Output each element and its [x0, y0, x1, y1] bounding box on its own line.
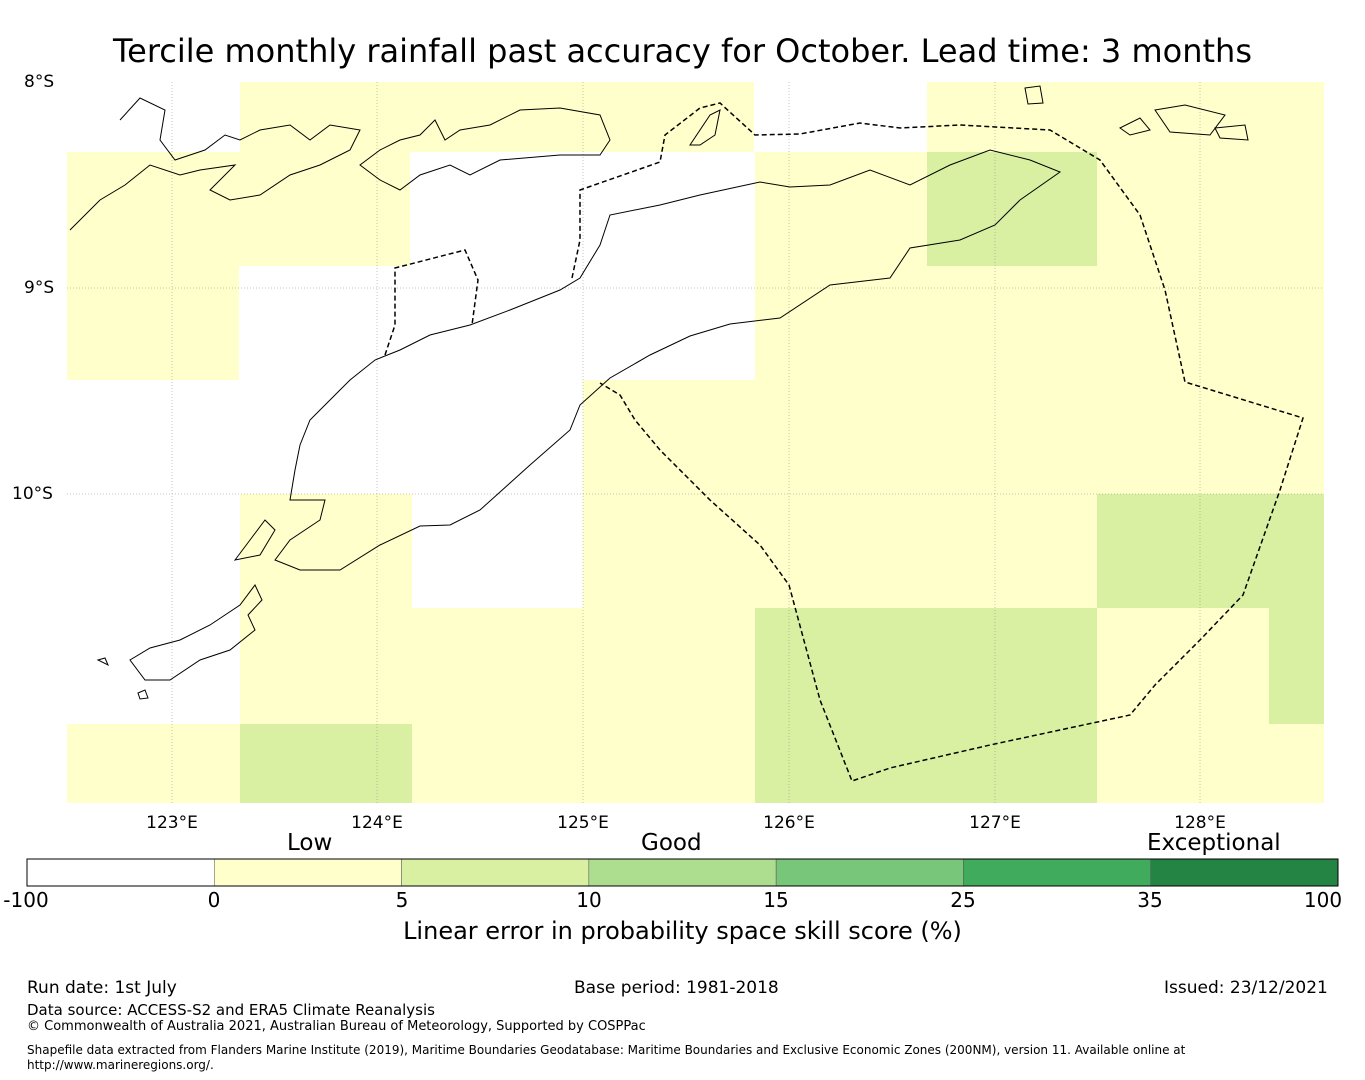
shapefile-credit-line2: http://www.marineregions.org/.: [27, 1058, 214, 1072]
lat-label-8s: 8°S: [24, 72, 55, 92]
colorbar-tick: 5: [395, 888, 409, 912]
colorbar-segment-exceptional-low: [963, 858, 1151, 887]
skill-cell-low: [240, 494, 412, 608]
skill-cell-good-low: [1269, 608, 1324, 724]
skill-cell-low: [1097, 608, 1269, 724]
category-label-good: Good: [641, 830, 702, 856]
skill-cell-low: [755, 152, 927, 266]
category-label-low: Low: [287, 830, 333, 856]
colorbar-tick: -100: [3, 888, 49, 912]
chart-title: Tercile monthly rainfall past accuracy f…: [113, 32, 1252, 70]
colorbar-tick: 35: [1137, 888, 1163, 912]
colorbar-segment-no-skill: [26, 858, 215, 887]
skill-cell-good-low: [240, 724, 412, 803]
data-source: Data source: ACCESS-S2 and ERA5 Climate …: [27, 1001, 435, 1019]
skill-cell-low: [67, 724, 240, 803]
skill-cell-low: [240, 608, 583, 724]
base-period: Base period: 1981-2018: [574, 978, 779, 998]
lon-label-124e: 124°E: [351, 813, 403, 833]
run-date: Run date: 1st July: [27, 978, 177, 998]
skill-cell-low: [240, 82, 754, 152]
shapefile-credit-line1: Shapefile data extracted from Flanders M…: [27, 1043, 1186, 1057]
skill-cell-low: [583, 608, 755, 803]
skill-cell-low: [583, 380, 1097, 494]
colorbar-outline: [26, 858, 1339, 887]
skill-cell-low: [583, 494, 1097, 608]
lon-label-127e: 127°E: [969, 813, 1021, 833]
skill-cell-low: [67, 152, 410, 266]
skill-cell-low: [927, 82, 1097, 152]
skill-cell-good-low: [1097, 494, 1324, 608]
skill-cell-low: [67, 266, 239, 380]
skill-grid: [67, 82, 1324, 803]
colorbar-segment-good-low: [401, 858, 590, 887]
skill-cell-low: [755, 266, 1097, 380]
colorbar: [26, 858, 1339, 887]
lon-label-126e: 126°E: [763, 813, 815, 833]
colorbar-tick: 10: [576, 888, 602, 912]
skill-cell-good-low: [755, 608, 1097, 803]
colorbar-segment-exceptional: [1150, 858, 1339, 887]
lon-label-125e: 125°E: [557, 813, 609, 833]
lat-label-10s: 10°S: [12, 484, 53, 504]
issued-date: Issued: 23/12/2021: [1164, 978, 1328, 998]
category-label-exceptional: Exceptional: [1147, 830, 1281, 856]
colorbar-segment-good: [588, 858, 777, 887]
colorbar-tick: 100: [1303, 888, 1343, 912]
shapefile-credit: Shapefile data extracted from Flanders M…: [27, 1043, 1227, 1073]
lon-label-123e: 123°E: [146, 813, 198, 833]
skill-map: [67, 82, 1324, 803]
lat-label-9s: 9°S: [24, 278, 55, 298]
skill-cell-low: [1097, 724, 1324, 803]
colorbar-title: Linear error in probability space skill …: [403, 917, 962, 945]
eez-dashed-boundary-icon: [384, 102, 1304, 782]
skill-cell-low: [412, 724, 583, 803]
timor-coastline-icon: [69, 85, 1249, 700]
colorbar-tick: 25: [950, 888, 976, 912]
colorbar-segment-low: [214, 858, 402, 887]
lon-label-128e: 128°E: [1174, 813, 1226, 833]
colorbar-segment-good-high: [775, 858, 964, 887]
colorbar-tick: 0: [207, 888, 221, 912]
skill-cell-good-low: [927, 152, 1097, 266]
colorbar-tick: 15: [763, 888, 789, 912]
copyright: © Commonwealth of Australia 2021, Austra…: [27, 1019, 646, 1034]
graticule: [67, 82, 1324, 803]
